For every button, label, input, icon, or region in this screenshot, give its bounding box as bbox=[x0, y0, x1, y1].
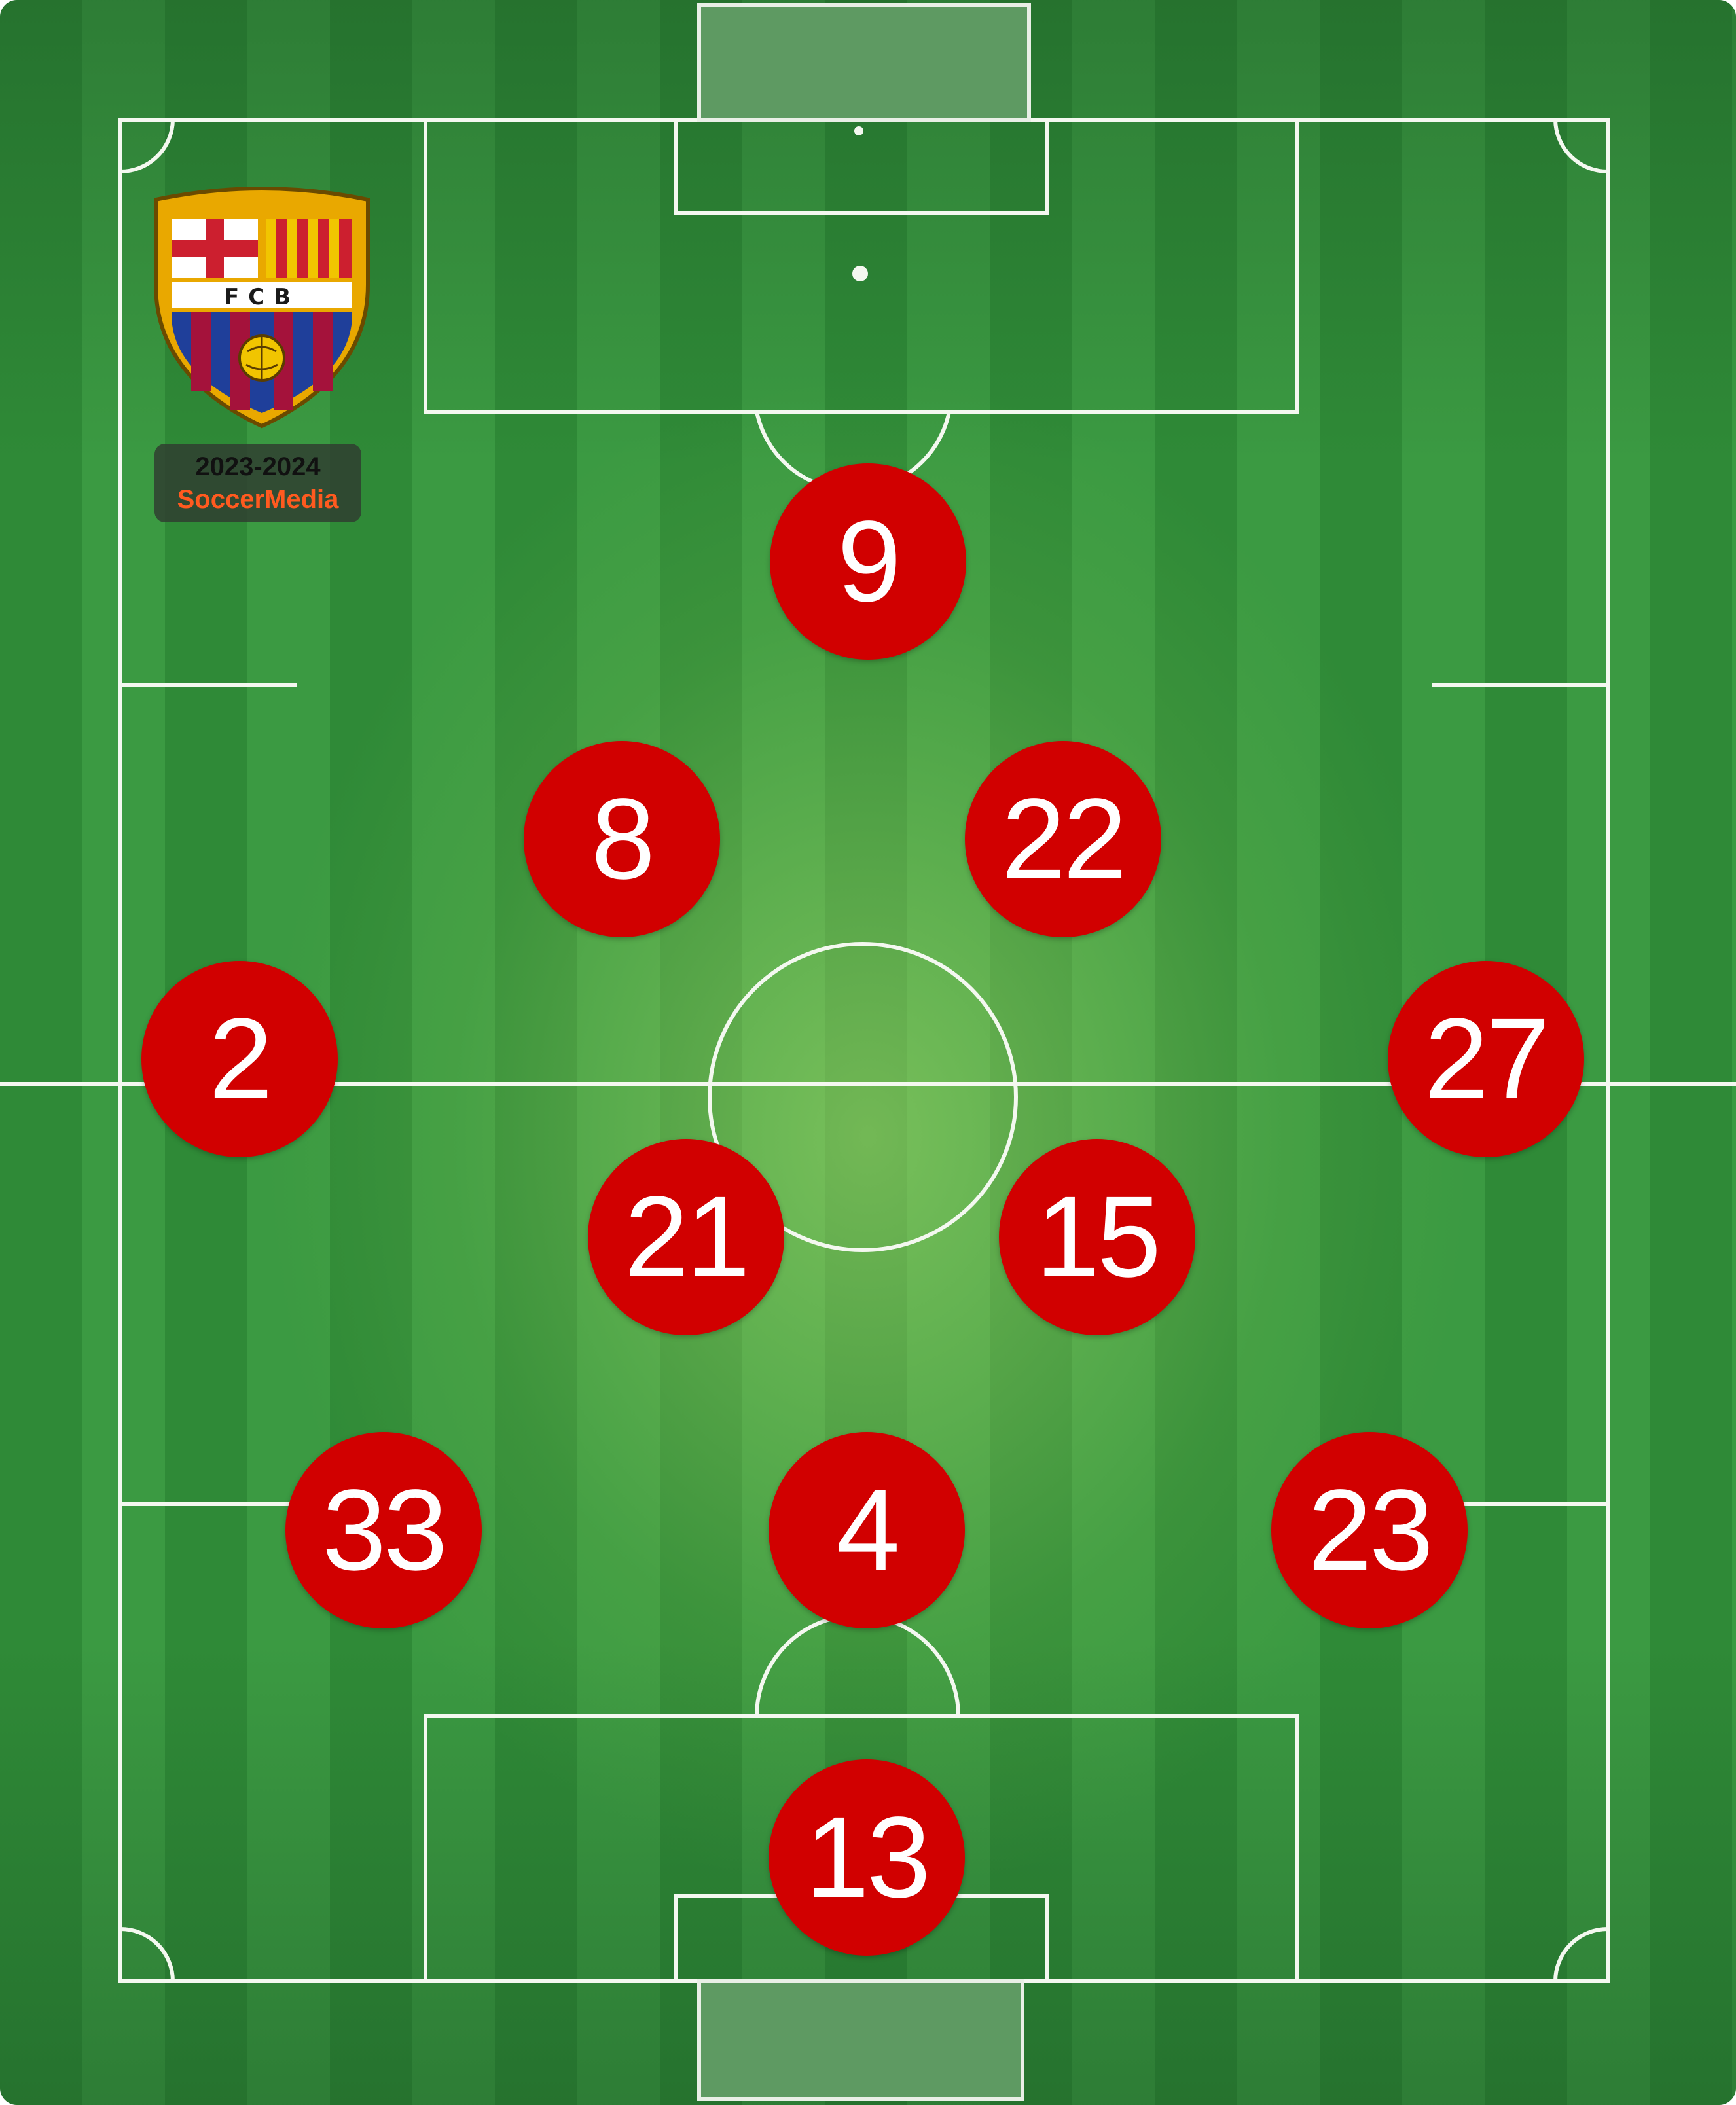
season-label: 2023-2024 bbox=[195, 452, 321, 481]
player-badge-right-midfielder: 22 bbox=[965, 741, 1161, 937]
player-badge-left-central-midfielder: 21 bbox=[588, 1139, 784, 1335]
brand-label: SoccerMedia bbox=[177, 485, 339, 514]
player-badge-center-defender: 4 bbox=[769, 1432, 965, 1628]
player-badge-left-midfielder: 8 bbox=[524, 741, 720, 937]
corner-arc-bottom-left bbox=[120, 1927, 175, 1982]
corner-arc-top-left bbox=[120, 119, 175, 173]
player-badge-left-wing: 2 bbox=[141, 961, 338, 1157]
bottom-goal-net bbox=[697, 1979, 1024, 2101]
svg-text:FCB: FCB bbox=[224, 284, 300, 310]
top-goal-spot bbox=[854, 126, 863, 135]
corner-arc-bottom-right bbox=[1553, 1927, 1608, 1982]
player-badge-right-wing: 27 bbox=[1388, 961, 1584, 1157]
player-badge-striker: 9 bbox=[770, 463, 966, 660]
player-badge-left-defender: 33 bbox=[285, 1432, 482, 1628]
fcb-crest-logo: FCB bbox=[154, 187, 370, 429]
bottom-penalty-arc bbox=[755, 1613, 960, 1717]
center-circle bbox=[708, 942, 1018, 1252]
top-penalty-spot bbox=[852, 266, 868, 281]
player-badge-goalkeeper: 13 bbox=[769, 1759, 965, 1956]
season-badge: 2023-2024 SoccerMedia bbox=[154, 444, 361, 522]
top-goal-net bbox=[697, 3, 1031, 122]
corner-arc-top-right bbox=[1553, 119, 1608, 173]
player-badge-right-central-midfielder: 15 bbox=[999, 1139, 1195, 1335]
top-penalty-area bbox=[424, 118, 1299, 414]
player-badge-right-defender: 23 bbox=[1271, 1432, 1468, 1628]
